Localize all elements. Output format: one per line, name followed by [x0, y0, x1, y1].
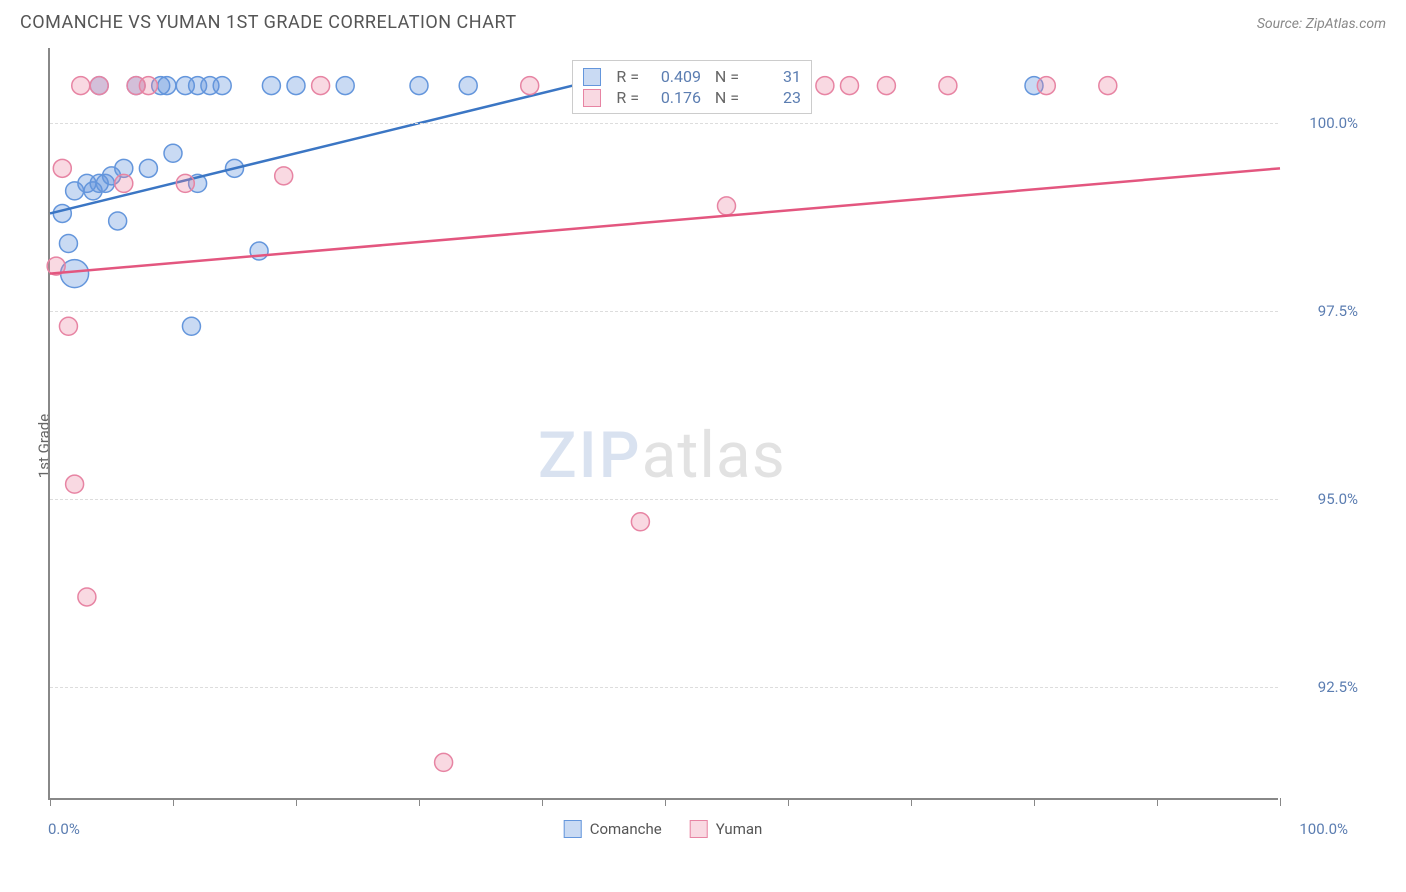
x-tick	[788, 798, 789, 806]
stat-r-label: R =	[609, 88, 639, 107]
source-name: ZipAtlas.com	[1306, 16, 1386, 32]
x-axis-max-label: 100.0%	[1299, 820, 1348, 838]
scatter-point	[877, 77, 895, 95]
scatter-point	[816, 77, 834, 95]
legend-item: Yuman	[690, 820, 763, 838]
y-tick-label: 95.0%	[1318, 490, 1358, 508]
y-tick-label: 92.5%	[1318, 678, 1358, 696]
stats-row: R = 0.176 N = 23	[583, 88, 801, 107]
y-tick-label: 100.0%	[1309, 114, 1358, 132]
legend-swatch	[690, 820, 708, 838]
stat-n-value: 31	[747, 67, 801, 86]
x-tick	[173, 798, 174, 806]
scatter-point	[78, 588, 96, 606]
series-legend: Comanche Yuman	[564, 820, 763, 838]
trend-line	[50, 78, 604, 213]
scatter-point	[176, 174, 194, 192]
source-attribution: Source: ZipAtlas.com	[1257, 16, 1386, 32]
scatter-point	[158, 77, 176, 95]
scatter-point	[1037, 77, 1055, 95]
x-tick	[50, 798, 51, 806]
scatter-point	[66, 475, 84, 493]
stats-row: R = 0.409 N = 31	[583, 67, 801, 86]
chart-header: COMANCHE VS YUMAN 1ST GRADE CORRELATION …	[0, 0, 1406, 41]
trend-line	[50, 168, 1280, 273]
scatter-point	[410, 77, 428, 95]
scatter-point	[59, 235, 77, 253]
x-tick	[296, 798, 297, 806]
x-tick	[542, 798, 543, 806]
scatter-point	[275, 167, 293, 185]
correlation-stats-box: R = 0.409 N = 31 R = 0.176 N = 23	[572, 60, 812, 114]
scatter-point	[459, 77, 477, 95]
y-tick-label: 97.5%	[1318, 302, 1358, 320]
legend-swatch	[564, 820, 582, 838]
scatter-point	[1099, 77, 1117, 95]
series-swatch	[583, 68, 601, 86]
scatter-point	[164, 144, 182, 162]
x-tick	[419, 798, 420, 806]
legend-label: Comanche	[590, 820, 662, 838]
scatter-point	[841, 77, 859, 95]
source-prefix: Source:	[1257, 16, 1306, 32]
stat-n-value: 23	[747, 88, 801, 107]
gridline-h	[50, 687, 1278, 688]
scatter-plot-svg	[50, 48, 1278, 798]
x-tick	[1280, 798, 1281, 806]
scatter-point	[90, 77, 108, 95]
x-axis-labels: 0.0% ComancheYuman 100.0%	[48, 820, 1278, 850]
scatter-point	[336, 77, 354, 95]
scatter-point	[287, 77, 305, 95]
stat-n-label: N =	[709, 88, 739, 107]
stat-r-value: 0.176	[647, 88, 701, 107]
scatter-point	[109, 212, 127, 230]
series-swatch	[583, 89, 601, 107]
gridline-h	[50, 311, 1278, 312]
legend-item: Comanche	[564, 820, 662, 838]
scatter-point	[521, 77, 539, 95]
scatter-point	[53, 159, 71, 177]
scatter-point	[435, 753, 453, 771]
scatter-point	[718, 197, 736, 215]
scatter-point	[182, 317, 200, 335]
scatter-point	[631, 513, 649, 531]
scatter-point	[139, 159, 157, 177]
gridline-h	[50, 123, 1278, 124]
x-tick	[1034, 798, 1035, 806]
plot-container: 100.0%97.5%95.0%92.5% ZIPatlas R =0.409N…	[48, 48, 1278, 800]
scatter-point	[115, 174, 133, 192]
x-tick	[665, 798, 666, 806]
scatter-point	[213, 77, 231, 95]
scatter-point	[59, 317, 77, 335]
x-axis-min-label: 0.0%	[48, 820, 80, 838]
legend-label: Yuman	[716, 820, 763, 838]
stat-r-value: 0.409	[647, 67, 701, 86]
plot-area: 100.0%97.5%95.0%92.5%	[48, 48, 1278, 800]
chart-title: COMANCHE VS YUMAN 1ST GRADE CORRELATION …	[20, 12, 517, 33]
scatter-point	[72, 77, 90, 95]
stat-n-label: N =	[709, 67, 739, 86]
scatter-point	[53, 204, 71, 222]
scatter-point	[262, 77, 280, 95]
stat-r-label: R =	[609, 67, 639, 86]
scatter-point	[312, 77, 330, 95]
scatter-point	[139, 77, 157, 95]
x-tick	[911, 798, 912, 806]
scatter-point	[939, 77, 957, 95]
gridline-h	[50, 499, 1278, 500]
x-tick	[1157, 798, 1158, 806]
